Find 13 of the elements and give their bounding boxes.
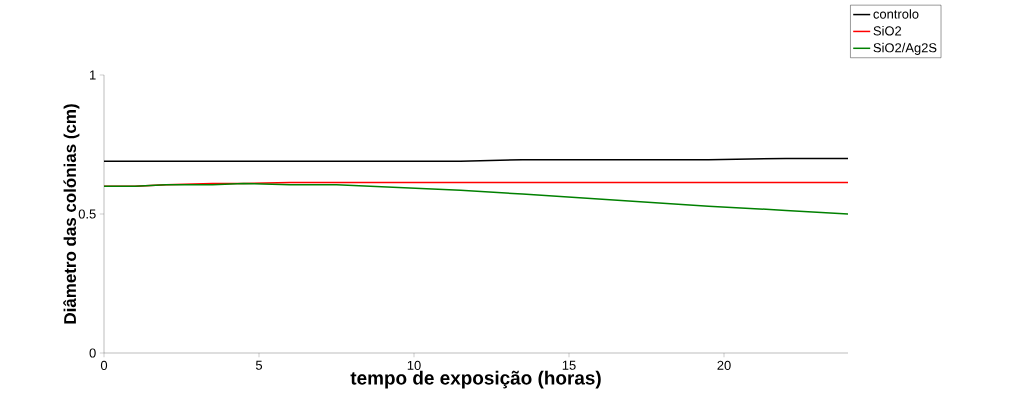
- y-tick-label: 0: [89, 348, 96, 358]
- x-tick-label: 10: [407, 360, 421, 370]
- y-tick-label: 0.5: [78, 209, 96, 219]
- legend-label: SiO2/Ag2S: [873, 42, 937, 55]
- x-tick-label: 15: [562, 360, 576, 370]
- legend-label: controlo: [873, 9, 919, 19]
- x-tick-label: 5: [255, 360, 263, 370]
- x-tick-label: 0: [100, 360, 108, 370]
- legend-label: SiO2: [873, 25, 902, 36]
- y-tick-label: 1: [90, 70, 96, 80]
- x-tick-label: 20: [717, 360, 731, 370]
- line-series: [104, 182, 849, 215]
- x-axis-title: tempo de exposição (horas): [350, 370, 601, 389]
